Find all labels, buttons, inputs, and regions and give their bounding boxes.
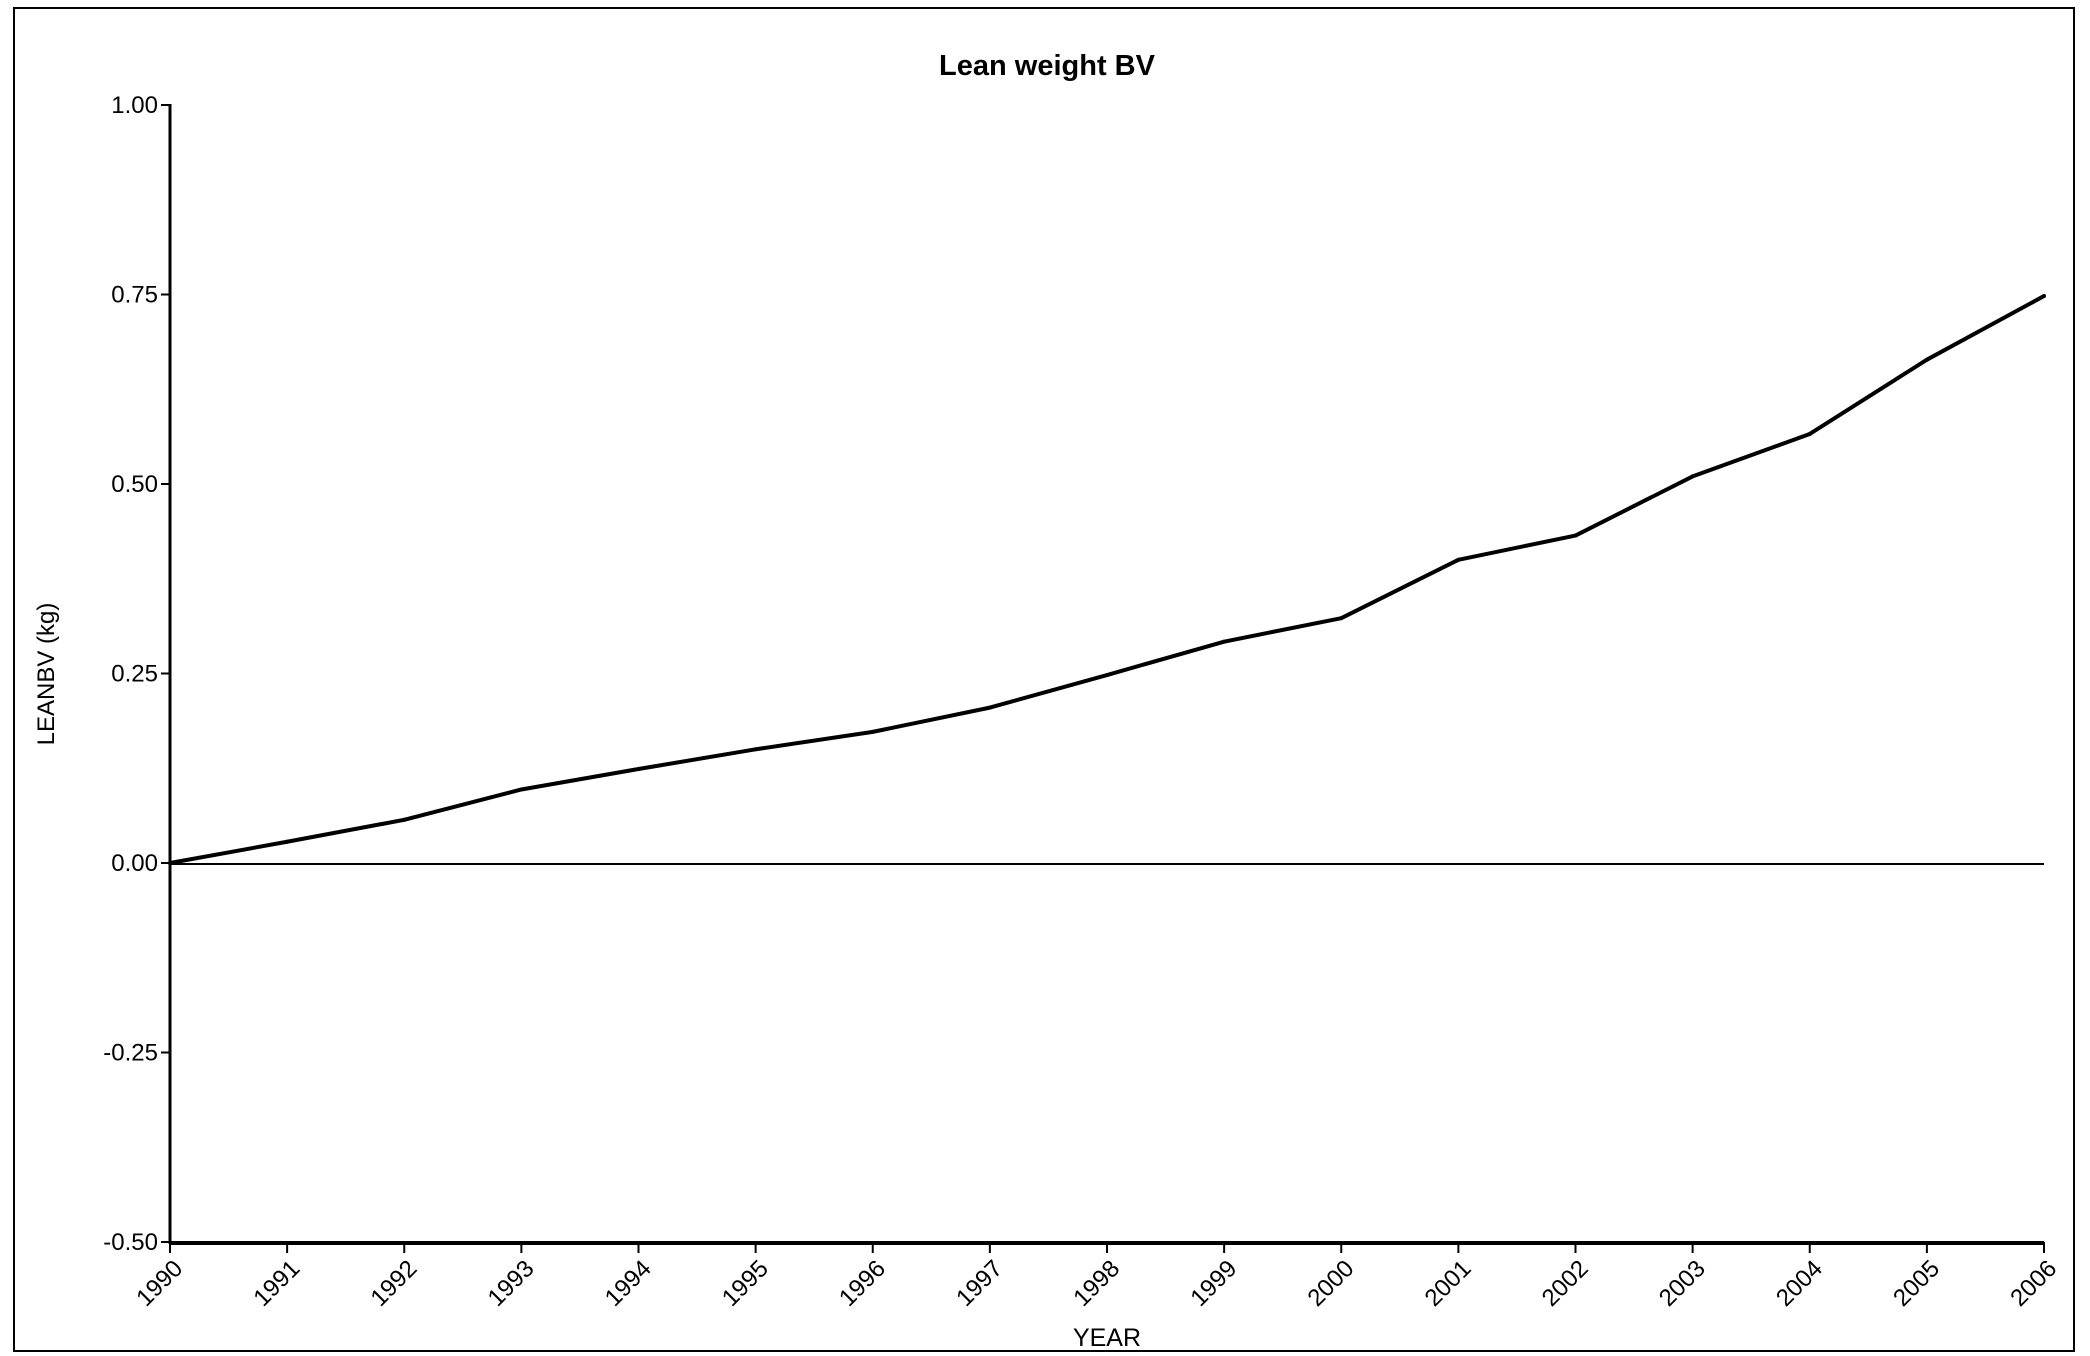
data-point	[1105, 673, 1109, 678]
data-point	[285, 839, 290, 844]
data-point	[1339, 616, 1344, 621]
x-axis-label: YEAR	[1073, 1324, 1141, 1352]
chart-frame	[13, 7, 2075, 1352]
data-points	[168, 294, 2046, 865]
data-point	[2042, 294, 2046, 299]
x-tick-label: 2004	[1771, 1255, 1828, 1312]
data-point	[519, 787, 524, 792]
x-tick-label: 1993	[483, 1255, 540, 1312]
data-point	[1222, 639, 1227, 644]
x-tick-label: 2005	[1888, 1255, 1945, 1312]
y-tick-label: 0.50	[111, 471, 158, 498]
data-point	[753, 747, 758, 752]
data-point	[402, 817, 407, 822]
y-tick-label: 0.75	[111, 282, 158, 309]
data-point	[870, 729, 875, 734]
data-point	[1456, 557, 1461, 562]
chart-title: Lean weight BV	[939, 50, 1156, 82]
data-point	[636, 767, 641, 772]
data-point	[168, 861, 172, 865]
x-tick-label: 1999	[1185, 1255, 1242, 1312]
data-point	[1573, 533, 1578, 538]
x-tick-label: 1996	[834, 1255, 891, 1312]
x-tick-label: 2002	[1537, 1255, 1594, 1312]
data-point	[987, 705, 992, 710]
data-point	[1690, 474, 1695, 479]
x-axis-ticks: 1990 1991 1992 1993 1994 1995 1996 1997 1998 1999…	[131, 1242, 2062, 1312]
y-tick-label: 0.00	[111, 850, 158, 877]
y-axis-ticks: -0.50 -0.25 0.00 0.25 0.50 0.75 1.00	[103, 92, 170, 1256]
series-line	[169, 294, 2045, 865]
x-tick-label: 1994	[600, 1255, 657, 1312]
x-tick-label: 1998	[1068, 1255, 1125, 1312]
x-tick-label: 2000	[1303, 1255, 1360, 1312]
data-point	[1807, 431, 1812, 436]
x-tick-label: 2001	[1420, 1255, 1477, 1312]
x-tick-label: 2006	[2005, 1255, 2062, 1312]
y-tick-label: -0.25	[103, 1040, 158, 1067]
y-tick-label: 0.25	[111, 661, 158, 688]
x-tick-label: 2003	[1654, 1255, 1711, 1312]
x-tick-label: 1991	[248, 1255, 305, 1312]
x-tick-label: 1990	[131, 1255, 188, 1312]
x-tick-label: 1997	[951, 1255, 1008, 1312]
y-tick-label: -0.50	[103, 1229, 158, 1256]
data-point	[1924, 357, 1929, 362]
x-tick-label: 1992	[366, 1255, 423, 1312]
y-axis-label: LEANBV (kg)	[33, 603, 60, 746]
x-tick-label: 1995	[717, 1255, 774, 1312]
y-tick-label: 1.00	[111, 92, 158, 119]
